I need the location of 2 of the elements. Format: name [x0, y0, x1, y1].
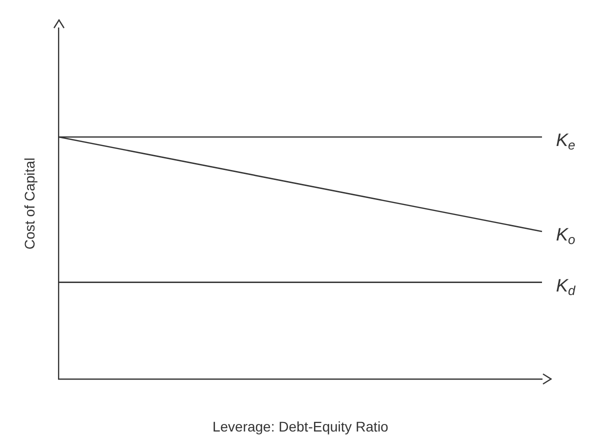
x-axis-title: Leverage: Debt-Equity Ratio: [212, 418, 389, 434]
y-axis-title: Cost of Capital: [21, 158, 38, 250]
